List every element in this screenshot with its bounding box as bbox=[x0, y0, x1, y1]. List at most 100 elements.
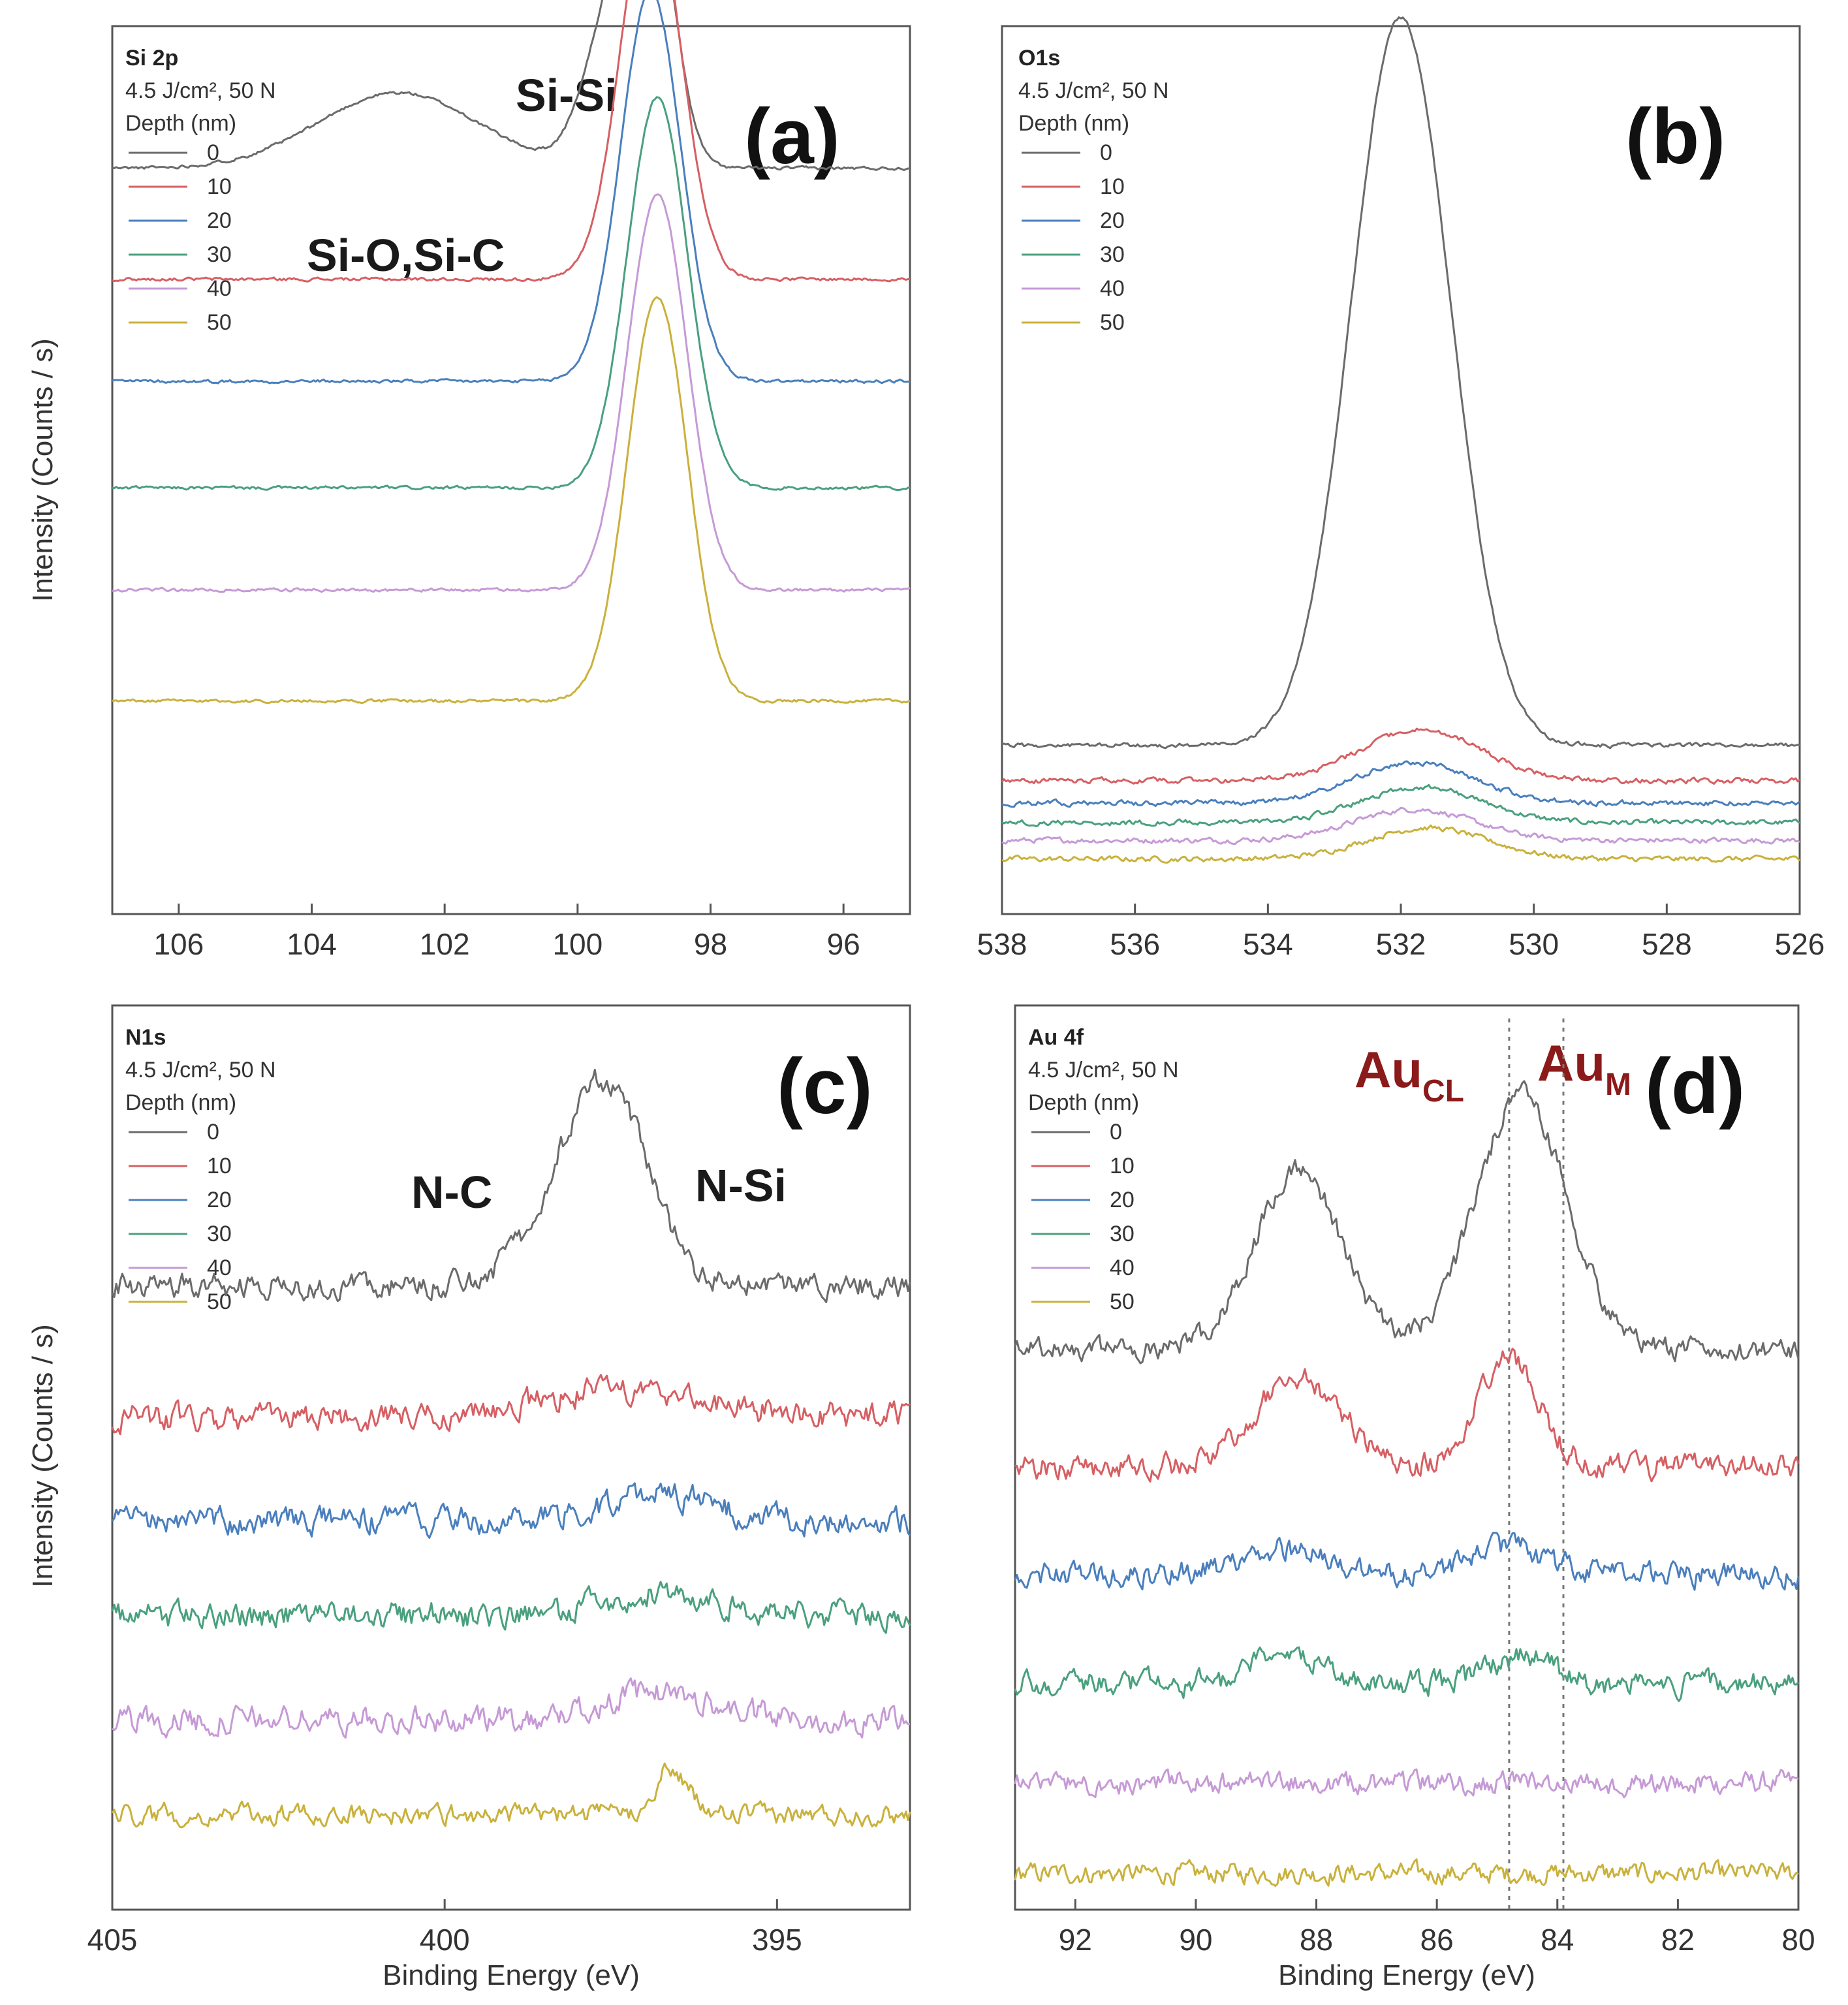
panel-a-series-30nm bbox=[112, 96, 911, 492]
panel-c-series-50nm bbox=[111, 1762, 911, 1829]
panel-b-x-tick-label: 534 bbox=[1243, 927, 1293, 961]
panel-d-frame bbox=[1014, 1004, 1800, 1911]
panel-b-legend-label: 0 bbox=[1100, 140, 1112, 165]
panel-a-legend-title: Depth (nm) bbox=[125, 111, 236, 136]
panel-c-series-30nm bbox=[111, 1581, 911, 1634]
panel-c-annotation-n-si: N-Si bbox=[695, 1160, 787, 1211]
panel-c-legend-label: 30 bbox=[207, 1222, 232, 1246]
panel-a-legend-label: 10 bbox=[207, 174, 232, 199]
panel-d-series-30nm bbox=[1014, 1646, 1800, 1702]
panel-b-series-30nm bbox=[1001, 783, 1800, 828]
panel-a-condition: 4.5 J/cm², 50 N bbox=[125, 78, 276, 103]
panel-a-legend-label: 0 bbox=[207, 140, 219, 165]
panel-d-legend-label: 30 bbox=[1110, 1222, 1135, 1246]
panel-a-x-tick-label: 106 bbox=[153, 927, 204, 961]
panel-d-letter: (d) bbox=[1645, 1043, 1745, 1130]
panel-d-x-tick-label: 80 bbox=[1781, 1923, 1815, 1957]
panel-b-x-tick-label: 538 bbox=[977, 927, 1027, 961]
y-axis-label-top: Intensity (Counts / s) bbox=[27, 338, 59, 601]
panel-c-header: N1s 4.5 J/cm², 50 N Depth (nm) bbox=[125, 1025, 276, 1115]
panel-a-x-tick-label: 96 bbox=[827, 927, 860, 961]
panel-c-legend-label: 0 bbox=[207, 1120, 219, 1145]
panel-b-x-tick-label: 528 bbox=[1642, 927, 1692, 961]
panel-c-legend-label: 50 bbox=[207, 1289, 232, 1314]
panel-d-x-tick-label: 88 bbox=[1300, 1923, 1333, 1957]
au-m-main: Au bbox=[1537, 1034, 1605, 1092]
panel-b-condition: 4.5 J/cm², 50 N bbox=[1018, 78, 1169, 103]
panel-c-x-tick-label: 405 bbox=[87, 1923, 138, 1957]
panel-c-annotation-n-c: N-C bbox=[411, 1167, 492, 1218]
panel-a-annotation-si-o-si-c: Si-O,Si-C bbox=[307, 230, 505, 281]
panel-c-legend-label: 20 bbox=[207, 1188, 232, 1212]
panel-b-series-50nm bbox=[1001, 824, 1801, 864]
panel-b-letter: (b) bbox=[1625, 93, 1725, 180]
panel-c-frame bbox=[111, 1004, 911, 1911]
panel-d-annotation-au-cl: AuCL bbox=[1355, 1041, 1464, 1109]
panel-b-x-tick-label: 536 bbox=[1110, 927, 1160, 961]
panel-b-legend-label: 40 bbox=[1100, 276, 1125, 301]
panel-b-legend-label: 50 bbox=[1100, 310, 1125, 335]
panel-a-series-40nm bbox=[112, 193, 911, 593]
panel-a-x-tick-label: 104 bbox=[287, 927, 337, 961]
panel-a-x-tick-label: 102 bbox=[420, 927, 470, 961]
panel-a-series-20nm bbox=[112, 0, 911, 385]
panel-a-series-0nm bbox=[112, 0, 911, 171]
panel-b-x-tick-label: 532 bbox=[1376, 927, 1426, 961]
panel-a-legend-label: 30 bbox=[207, 242, 232, 267]
panel-c-letter: (c) bbox=[777, 1043, 873, 1130]
panel-a-x-tick-label: 98 bbox=[694, 927, 727, 961]
au-cl-subscript: CL bbox=[1422, 1074, 1464, 1109]
panel-d-header: Au 4f 4.5 J/cm², 50 N Depth (nm) bbox=[1028, 1025, 1179, 1115]
panel-d-legend-label: 20 bbox=[1110, 1188, 1135, 1212]
panel-b-series-40nm bbox=[1001, 806, 1800, 845]
panel-b-legend-label: 20 bbox=[1100, 208, 1125, 233]
panel-d-legend-title: Depth (nm) bbox=[1028, 1090, 1139, 1115]
panel-d-x-tick-label: 90 bbox=[1179, 1923, 1212, 1957]
panel-d-x-tick-label: 92 bbox=[1059, 1923, 1092, 1957]
panel-b-x-tick-label: 526 bbox=[1775, 927, 1825, 961]
panel-a-x-tick-label: 100 bbox=[552, 927, 603, 961]
panel-d-series-40nm bbox=[1014, 1768, 1799, 1799]
panel-d-annotation-au-m: AuM bbox=[1537, 1034, 1631, 1102]
panel-d-x-tick-label: 86 bbox=[1420, 1923, 1454, 1957]
panel-b-legend-label: 10 bbox=[1100, 174, 1125, 199]
panel-c-series-10nm bbox=[111, 1374, 911, 1436]
panel-c-series-0nm bbox=[111, 1069, 911, 1303]
panel-d-legend-label: 40 bbox=[1110, 1255, 1135, 1280]
panel-d-legend-label: 10 bbox=[1110, 1154, 1135, 1178]
panel-c-x-tick-label: 395 bbox=[752, 1923, 802, 1957]
panel-d-series-50nm bbox=[1014, 1858, 1799, 1887]
panel-b-legend-title: Depth (nm) bbox=[1018, 111, 1129, 136]
panel-b-series-20nm bbox=[1001, 760, 1800, 808]
panel-d-x-tick-label: 82 bbox=[1661, 1923, 1695, 1957]
panel-a-legend-label: 20 bbox=[207, 208, 232, 233]
panel-d-series-10nm bbox=[1014, 1348, 1800, 1483]
x-axis-label-c: Binding Energy (eV) bbox=[383, 1959, 640, 1991]
panel-c-condition: 4.5 J/cm², 50 N bbox=[125, 1058, 276, 1082]
y-axis-label-bottom: Intensity (Counts / s) bbox=[27, 1324, 59, 1587]
panel-d-x-tick-label: 84 bbox=[1541, 1923, 1574, 1957]
panel-a-letter: (a) bbox=[744, 93, 840, 180]
panel-d-condition: 4.5 J/cm², 50 N bbox=[1028, 1058, 1179, 1082]
panel-c-title: N1s bbox=[125, 1025, 166, 1050]
panel-a-series-50nm bbox=[112, 296, 911, 704]
panel-a-series-10nm bbox=[112, 0, 911, 283]
panel-b-header: O1s 4.5 J/cm², 50 N Depth (nm) bbox=[1018, 46, 1169, 136]
panel-d-legend-label: 50 bbox=[1110, 1289, 1135, 1314]
panel-a-title: Si 2p bbox=[125, 46, 178, 71]
panel-c-series-20nm bbox=[111, 1482, 911, 1539]
x-axis-label-d: Binding Energy (eV) bbox=[1278, 1959, 1535, 1991]
panel-b-series-0nm bbox=[1001, 16, 1800, 750]
panel-d-legend-label: 0 bbox=[1110, 1120, 1122, 1145]
au-m-subscript: M bbox=[1605, 1067, 1631, 1102]
panel-a-frame bbox=[111, 25, 911, 915]
panel-c-legend-title: Depth (nm) bbox=[125, 1090, 236, 1115]
panel-d-title: Au 4f bbox=[1028, 1025, 1084, 1050]
panel-a-annotation-si-si: Si-Si bbox=[516, 70, 618, 121]
panel-b-series-10nm bbox=[1001, 727, 1801, 785]
au-cl-main: Au bbox=[1355, 1041, 1422, 1098]
panel-d-series-0nm bbox=[1014, 1080, 1800, 1365]
panel-c-x-tick-label: 400 bbox=[420, 1923, 470, 1957]
